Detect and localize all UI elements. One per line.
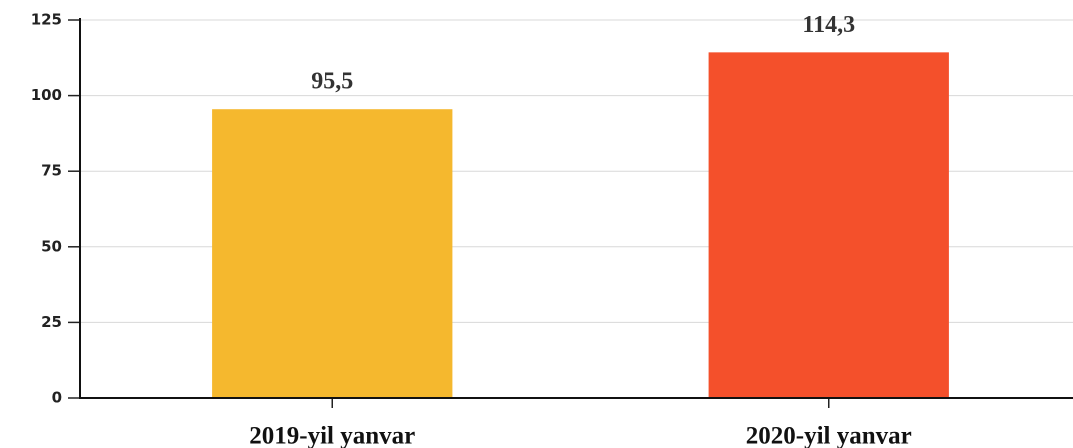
bar [708,52,949,398]
y-tick-label: 50 [41,237,62,255]
data-label: 114,3 [802,12,855,38]
y-tick-label: 100 [31,86,62,104]
y-tick-label: 125 [31,11,62,29]
y-tick-label: 0 [52,389,62,407]
x-tick-label: 2019-yil yanvar [249,423,415,448]
data-label: 95,5 [311,69,353,95]
x-tick-label: 2020-yil yanvar [746,423,912,448]
y-tick-label: 25 [41,313,62,331]
bar [212,109,453,398]
y-tick-label: 75 [41,162,62,180]
